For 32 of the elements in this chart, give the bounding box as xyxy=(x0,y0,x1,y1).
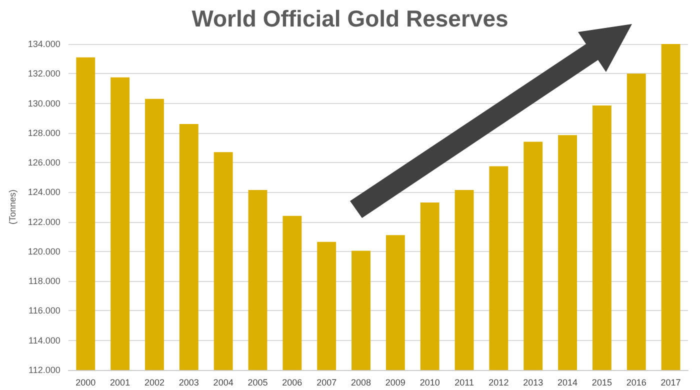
x-tick-label: 2012 xyxy=(488,378,509,388)
y-tick-label: 134.000 xyxy=(28,39,60,49)
chart-title: World Official Gold Reserves xyxy=(192,6,508,32)
y-axis-title: (Tonnes) xyxy=(8,189,18,225)
y-tick-label: 116.000 xyxy=(28,306,60,316)
x-tick-label: 2000 xyxy=(76,378,96,388)
y-tick-label: 112.000 xyxy=(28,365,60,375)
x-tick-label: 2016 xyxy=(626,378,646,388)
y-tick-label: 126.000 xyxy=(28,158,60,168)
x-tick-label: 2002 xyxy=(144,378,164,388)
x-tick-label: 2017 xyxy=(660,378,681,388)
x-tick-label: 2010 xyxy=(420,378,440,388)
x-tick-label: 2009 xyxy=(385,378,406,388)
x-tick-label: 2004 xyxy=(213,378,234,388)
y-tick-label: 124.000 xyxy=(28,187,60,198)
x-tick-label: 2005 xyxy=(248,378,268,388)
y-tick-label: 132.000 xyxy=(28,68,60,79)
x-tick-label: 2007 xyxy=(316,378,337,388)
y-tick-label: 130.000 xyxy=(28,98,60,108)
y-tick-label: 114.000 xyxy=(28,335,60,346)
y-tick-label: 128.000 xyxy=(28,128,60,138)
x-tick-label: 2003 xyxy=(178,378,199,388)
y-tick-label: 118.000 xyxy=(28,276,60,286)
y-tick-label: 122.000 xyxy=(28,216,60,227)
x-tick-label: 2006 xyxy=(282,378,302,388)
y-tick-label: 120.000 xyxy=(28,246,60,256)
x-tick-label: 2011 xyxy=(454,378,474,388)
x-tick-label: 2013 xyxy=(523,378,544,388)
x-tick-label: 2014 xyxy=(558,378,578,388)
x-tick-label: 2001 xyxy=(110,378,130,388)
x-tick-label: 2015 xyxy=(592,378,612,388)
x-tick-label: 2008 xyxy=(350,378,372,388)
